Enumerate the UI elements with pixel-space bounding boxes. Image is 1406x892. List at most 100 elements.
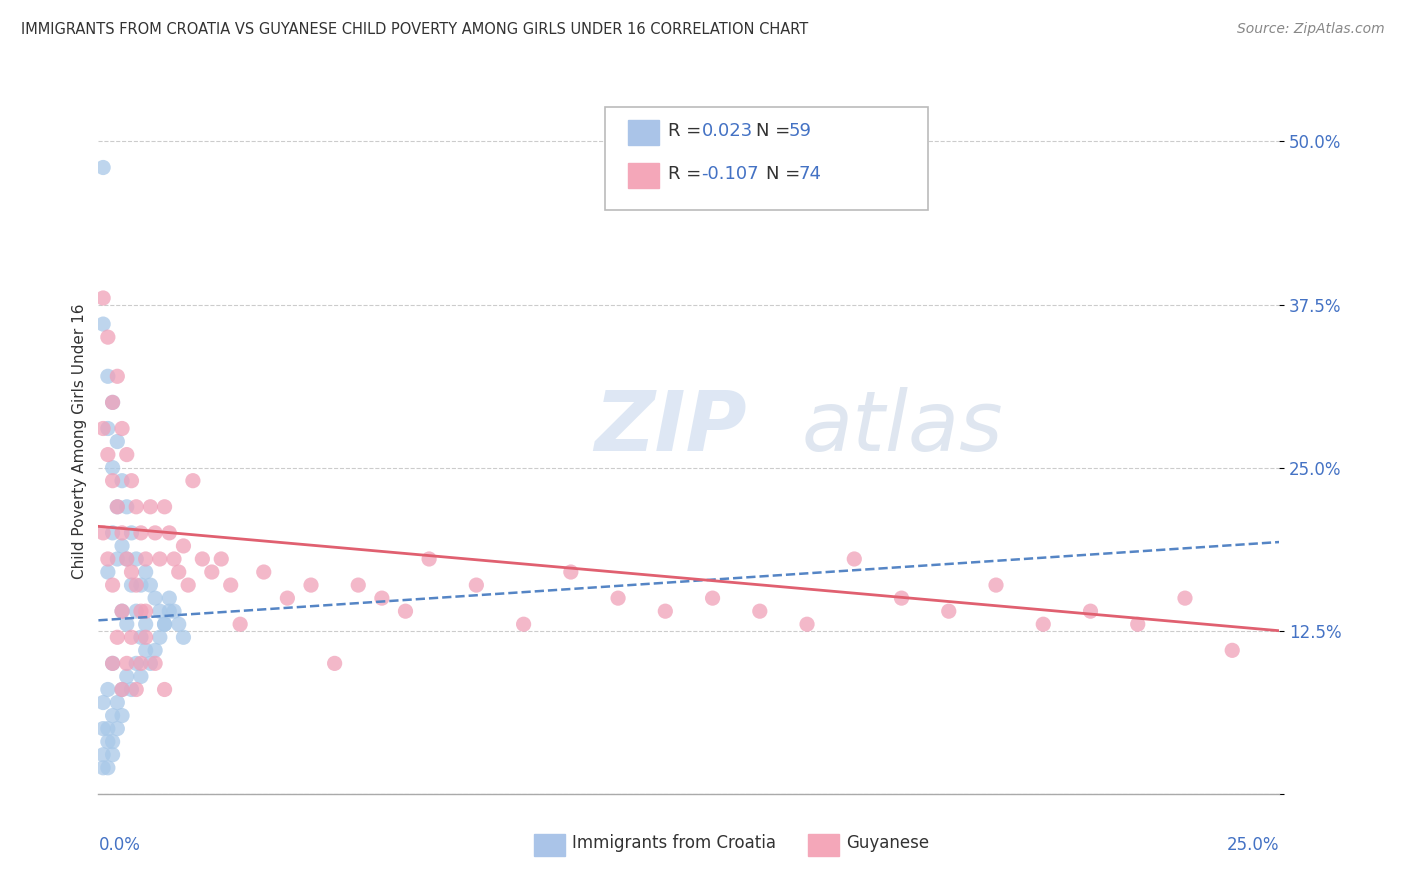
Point xyxy=(323,657,346,671)
Point xyxy=(101,708,124,723)
Point xyxy=(702,591,724,606)
Point xyxy=(163,604,186,618)
Point xyxy=(101,395,124,409)
Point xyxy=(560,565,582,579)
Point xyxy=(129,657,152,671)
Point xyxy=(105,500,128,514)
Point xyxy=(796,617,818,632)
Point xyxy=(91,761,114,775)
Text: N =: N = xyxy=(756,122,796,140)
Point xyxy=(149,552,172,566)
Point xyxy=(115,669,138,683)
Point xyxy=(209,552,232,566)
Point xyxy=(143,525,166,540)
Point xyxy=(157,591,180,606)
Point xyxy=(129,630,152,644)
Point xyxy=(101,460,124,475)
Point xyxy=(748,604,770,618)
Point xyxy=(135,617,157,632)
Point xyxy=(97,722,120,736)
Point xyxy=(143,657,166,671)
Point xyxy=(121,565,143,579)
Point xyxy=(418,552,440,566)
Text: atlas: atlas xyxy=(801,387,1002,468)
Point xyxy=(129,525,152,540)
Point xyxy=(153,617,176,632)
Point xyxy=(149,604,172,618)
Point xyxy=(101,395,124,409)
Point xyxy=(97,448,120,462)
Point xyxy=(394,604,416,618)
Point xyxy=(121,682,143,697)
Point xyxy=(111,604,134,618)
Point xyxy=(181,474,204,488)
Point xyxy=(139,500,162,514)
Point xyxy=(97,552,120,566)
Point xyxy=(97,330,120,344)
Point xyxy=(276,591,298,606)
Point xyxy=(167,617,190,632)
Point xyxy=(153,617,176,632)
Point xyxy=(105,630,128,644)
Point xyxy=(97,421,120,435)
Point xyxy=(135,552,157,566)
Point xyxy=(890,591,912,606)
Point xyxy=(121,578,143,592)
Point xyxy=(115,448,138,462)
Point xyxy=(111,708,134,723)
Point xyxy=(1174,591,1197,606)
Text: Guyanese: Guyanese xyxy=(846,834,929,852)
Text: 0.0%: 0.0% xyxy=(98,836,141,855)
Point xyxy=(1080,604,1102,618)
Point xyxy=(1032,617,1054,632)
Point xyxy=(129,578,152,592)
Point xyxy=(91,747,114,762)
Text: Immigrants from Croatia: Immigrants from Croatia xyxy=(572,834,776,852)
Point xyxy=(91,696,114,710)
Point xyxy=(153,500,176,514)
Point xyxy=(97,565,120,579)
Point xyxy=(135,630,157,644)
Point xyxy=(91,291,114,305)
Point xyxy=(844,552,866,566)
Point xyxy=(125,552,148,566)
Point xyxy=(91,317,114,331)
Point xyxy=(115,552,138,566)
Point xyxy=(115,552,138,566)
Point xyxy=(91,421,114,435)
Point xyxy=(105,434,128,449)
Point xyxy=(125,578,148,592)
Point xyxy=(101,734,124,748)
Point xyxy=(111,474,134,488)
Point xyxy=(125,657,148,671)
Y-axis label: Child Poverty Among Girls Under 16: Child Poverty Among Girls Under 16 xyxy=(72,304,87,579)
Point xyxy=(172,630,194,644)
Text: 25.0%: 25.0% xyxy=(1227,836,1279,855)
Text: 74: 74 xyxy=(799,165,821,183)
Point xyxy=(167,565,190,579)
Point xyxy=(105,500,128,514)
Point xyxy=(157,604,180,618)
Point xyxy=(101,578,124,592)
Point xyxy=(1220,643,1243,657)
Point xyxy=(163,552,186,566)
Point xyxy=(91,722,114,736)
Point xyxy=(139,657,162,671)
Point xyxy=(105,696,128,710)
Point xyxy=(129,604,152,618)
Point xyxy=(101,525,124,540)
Point xyxy=(125,500,148,514)
Point xyxy=(115,657,138,671)
Point xyxy=(97,682,120,697)
Point xyxy=(984,578,1007,592)
Point xyxy=(97,761,120,775)
Point xyxy=(97,734,120,748)
Point xyxy=(1126,617,1149,632)
Point xyxy=(938,604,960,618)
Point xyxy=(153,682,176,697)
Point xyxy=(91,525,114,540)
Point xyxy=(347,578,370,592)
Point xyxy=(111,682,134,697)
Point xyxy=(101,657,124,671)
Text: N =: N = xyxy=(766,165,806,183)
